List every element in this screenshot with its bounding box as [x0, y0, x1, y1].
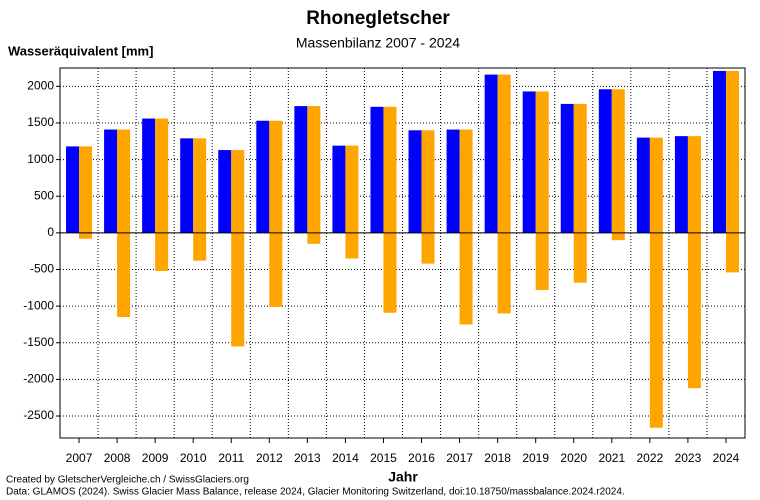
bar: [79, 146, 93, 239]
bar: [687, 136, 701, 389]
bar: [218, 150, 232, 233]
y-tick-label: -1000: [23, 298, 54, 312]
x-tick-label: 2009: [142, 451, 169, 465]
y-axis-label: Wasseräquivalent [mm]: [8, 43, 153, 58]
bar: [269, 120, 283, 307]
bar: [294, 106, 308, 233]
x-tick-label: 2024: [713, 451, 740, 465]
chart-subtitle: Massenbilanz 2007 - 2024: [296, 35, 460, 51]
x-tick-label: 2011: [218, 451, 244, 465]
bar: [535, 91, 549, 290]
credit: Data: GLAMOS (2024). Swiss Glacier Mass …: [6, 487, 625, 498]
x-tick-label: 2017: [446, 451, 473, 465]
y-tick-label: -1500: [23, 335, 54, 349]
bar: [142, 118, 156, 233]
y-tick-label: 1500: [27, 115, 54, 129]
x-tick-label: 2023: [675, 451, 702, 465]
bar: [725, 70, 739, 273]
bar: [446, 129, 460, 233]
y-tick-label: 2000: [27, 78, 54, 92]
bar: [66, 146, 80, 233]
bar: [256, 120, 270, 233]
x-tick-label: 2020: [560, 451, 587, 465]
y-tick-label: 0: [47, 225, 54, 239]
x-tick-label: 2022: [637, 451, 664, 465]
chart-title: Rhonegletscher: [306, 8, 450, 29]
x-tick-label: 2018: [484, 451, 511, 465]
bar: [408, 130, 422, 233]
bar: [522, 91, 536, 233]
bar: [649, 137, 663, 428]
bar: [712, 70, 726, 233]
x-tick-label: 2013: [294, 451, 321, 465]
x-tick-label: 2019: [522, 451, 549, 465]
bar: [370, 106, 384, 233]
bar: [180, 138, 194, 233]
bar: [573, 103, 587, 283]
x-axis-label: Jahr: [388, 469, 418, 485]
y-tick-label: -500: [30, 262, 54, 276]
y-tick-label: 500: [34, 188, 54, 202]
bar: [193, 138, 207, 261]
bar: [636, 137, 650, 233]
x-tick-label: 2015: [370, 451, 397, 465]
bar: [345, 145, 359, 259]
bar: [484, 74, 498, 233]
x-tick-label: 2007: [66, 451, 93, 465]
credit: Created by GletscherVergleiche.ch / Swis…: [6, 475, 249, 486]
bar: [497, 74, 511, 314]
bar: [383, 106, 397, 313]
plot-frame: [59, 67, 746, 439]
bar: [459, 129, 473, 325]
bar: [611, 89, 625, 241]
bar: [560, 103, 574, 233]
bar: [104, 129, 118, 233]
x-tick-label: 2008: [104, 451, 131, 465]
x-tick-label: 2014: [332, 451, 359, 465]
x-tick-label: 2016: [408, 451, 435, 465]
x-tick-label: 2012: [256, 451, 283, 465]
x-tick-label: 2021: [598, 451, 625, 465]
x-tick-label: 2010: [180, 451, 207, 465]
bar: [307, 106, 321, 244]
bar: [117, 129, 131, 318]
bar: [231, 150, 245, 347]
bar: [674, 136, 688, 233]
y-tick-label: -2000: [23, 372, 54, 386]
bar: [421, 130, 435, 264]
bar: [332, 145, 346, 233]
y-tick-label: -2500: [23, 408, 54, 422]
bar: [155, 118, 169, 271]
bar: [598, 89, 612, 233]
y-tick-label: 1000: [27, 152, 54, 166]
